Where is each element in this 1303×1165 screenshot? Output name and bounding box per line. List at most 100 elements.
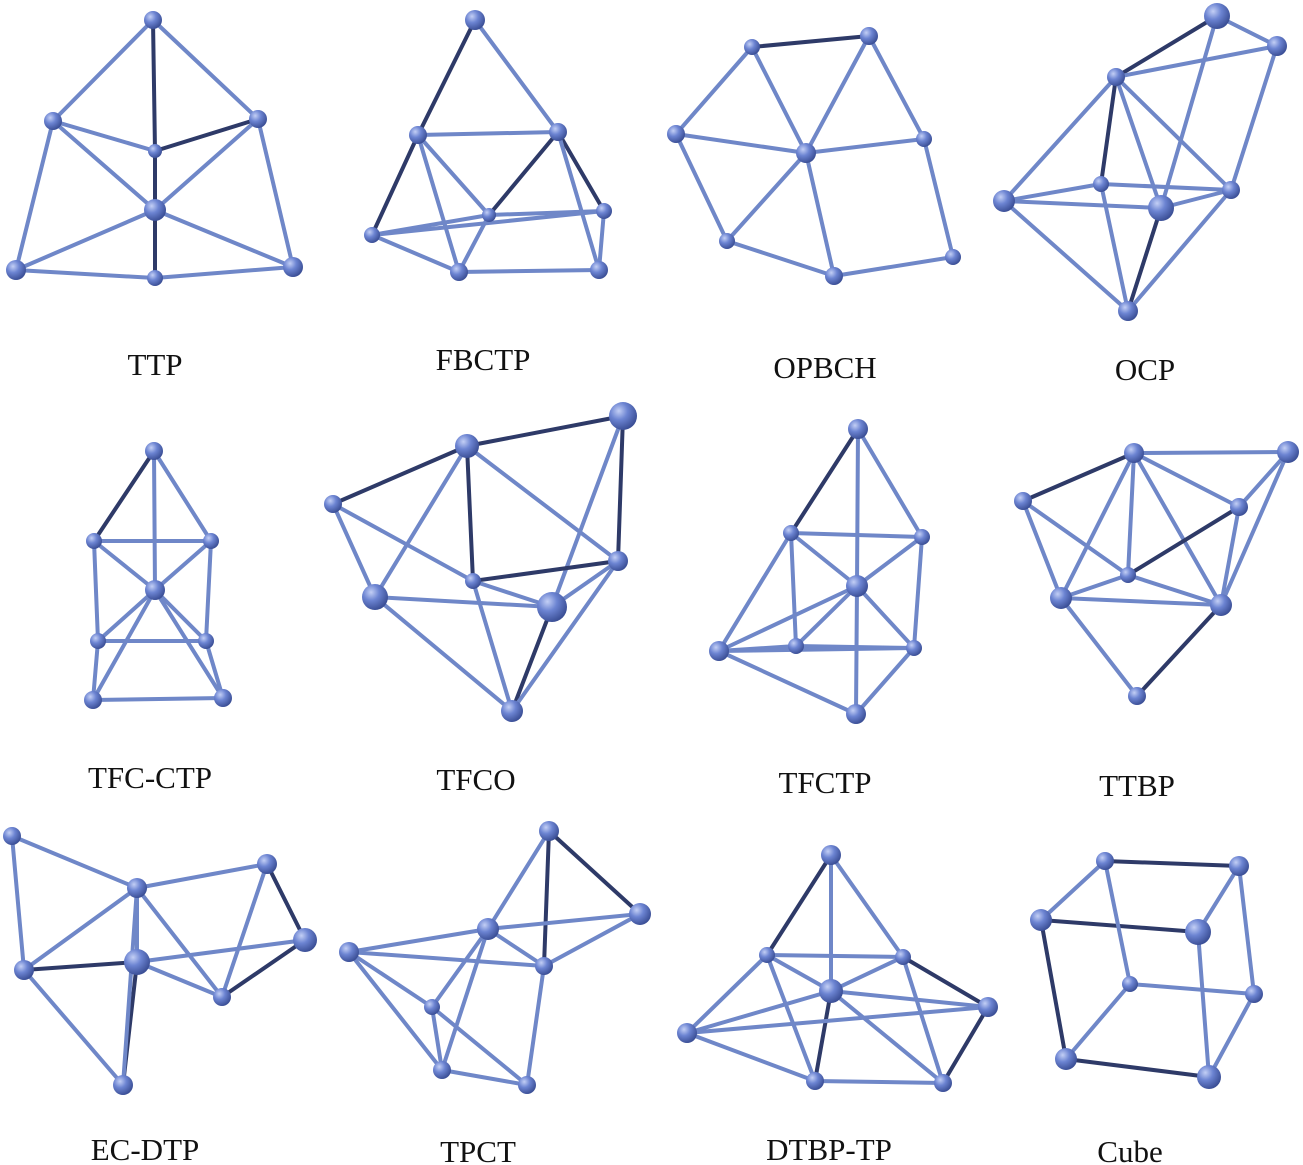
label-ttp: TTP bbox=[127, 347, 182, 382]
cube-edge-6 bbox=[1039, 918, 1068, 1061]
ocp-edge-1 bbox=[1114, 14, 1219, 79]
ocp-vertex-3 bbox=[993, 190, 1015, 212]
ttp-vertex-1 bbox=[44, 112, 62, 130]
label-tpct: TPCT bbox=[440, 1134, 516, 1165]
tfc-ctp-edge-1 bbox=[152, 449, 213, 543]
ttbp-vertex-6 bbox=[1210, 594, 1232, 616]
ocp-vertex-1 bbox=[1267, 36, 1287, 56]
tfco-edge-3 bbox=[331, 444, 469, 506]
tfco-vertex-0 bbox=[609, 402, 637, 430]
dtbp-tp-vertex-0 bbox=[821, 845, 841, 865]
polyhedron-cube: Cube bbox=[1030, 852, 1263, 1165]
ocp-vertex-4 bbox=[1093, 176, 1109, 192]
label-opbch: OPBCH bbox=[773, 350, 876, 385]
cube-edge-5 bbox=[1237, 864, 1256, 996]
ttbp-edge-6 bbox=[1237, 450, 1290, 509]
ttbp-vertex-0 bbox=[1124, 443, 1144, 463]
ttp-vertex-4 bbox=[144, 199, 166, 221]
ocp-edge-15 bbox=[1126, 188, 1233, 313]
tfctp-vertex-5 bbox=[788, 638, 804, 654]
fbctp-vertex-4 bbox=[596, 203, 612, 219]
ttbp-edge-0 bbox=[1132, 450, 1290, 455]
tfc-ctp-edge-6 bbox=[92, 539, 100, 643]
ec-dtp-edge-14 bbox=[121, 886, 139, 1087]
tpct-vertex-2 bbox=[477, 918, 499, 940]
tfc-ctp-vertex-4 bbox=[90, 633, 106, 649]
tfco-vertex-1 bbox=[455, 434, 479, 458]
dtbp-tp-edge-12 bbox=[829, 989, 945, 1085]
polyhedron-tfco: TFCO bbox=[324, 402, 637, 797]
tfc-ctp-vertex-1 bbox=[86, 533, 102, 549]
label-cube: Cube bbox=[1097, 1134, 1162, 1165]
tfctp-edge-10 bbox=[855, 584, 916, 650]
ec-dtp-edge-2 bbox=[135, 862, 269, 890]
ocp-edge-10 bbox=[1099, 182, 1233, 192]
tfco-edge-4 bbox=[465, 444, 620, 563]
ec-dtp-vertex-2 bbox=[257, 854, 277, 874]
polyhedron-fbctp: FBCTP bbox=[364, 10, 612, 377]
tfco-edge-7 bbox=[331, 502, 377, 599]
tfctp-vertex-7 bbox=[846, 704, 866, 724]
fbctp-vertex-2 bbox=[549, 123, 567, 141]
ttbp-vertex-7 bbox=[1128, 687, 1146, 705]
tfco-edge-16 bbox=[471, 579, 514, 713]
ec-dtp-edge-5 bbox=[135, 886, 224, 999]
tpct-edge-15 bbox=[542, 912, 642, 968]
ocp-edge-9 bbox=[1002, 182, 1103, 203]
tfc-ctp-edge-12 bbox=[204, 639, 225, 700]
ttbp-edge-13 bbox=[1126, 573, 1223, 607]
ocp-vertex-2 bbox=[1107, 68, 1125, 86]
ttp-edge-0 bbox=[51, 18, 155, 123]
ttp-edge-12 bbox=[153, 208, 295, 269]
tfc-ctp-vertex-0 bbox=[145, 442, 163, 460]
opbch-edge-2 bbox=[804, 34, 871, 155]
ttbp-edge-16 bbox=[1135, 603, 1223, 698]
tfctp-vertex-1 bbox=[783, 525, 799, 541]
tfco-vertex-2 bbox=[324, 495, 342, 513]
dtbp-tp-edge-0 bbox=[765, 853, 833, 957]
ttbp-edge-4 bbox=[1059, 451, 1136, 600]
fbctp-edge-12 bbox=[556, 130, 601, 272]
fbctp-vertex-7 bbox=[590, 261, 608, 279]
ocp-edge-13 bbox=[1002, 199, 1130, 313]
ttbp-edge-12 bbox=[1059, 573, 1130, 600]
ocp-vertex-5 bbox=[1222, 181, 1240, 199]
fbctp-edge-6 bbox=[556, 130, 606, 213]
tfc-ctp-edge-9 bbox=[153, 588, 208, 643]
cube-vertex-5 bbox=[1245, 985, 1263, 1003]
opbch-vertex-6 bbox=[825, 267, 843, 285]
tpct-edge-0 bbox=[547, 829, 642, 916]
label-ocp: OCP bbox=[1115, 352, 1175, 387]
ttp-vertex-2 bbox=[249, 110, 267, 128]
ttp-edge-6 bbox=[153, 117, 260, 212]
cube-edge-9 bbox=[1064, 982, 1132, 1061]
opbch-vertex-2 bbox=[667, 125, 685, 143]
ec-dtp-vertex-1 bbox=[127, 878, 147, 898]
ttbp-vertex-3 bbox=[1230, 498, 1248, 516]
tfctp-vertex-6 bbox=[906, 640, 922, 656]
fbctp-vertex-3 bbox=[482, 208, 496, 222]
dtbp-tp-edge-17 bbox=[685, 1005, 990, 1035]
dtbp-tp-vertex-5 bbox=[978, 997, 998, 1017]
dtbp-tp-vertex-4 bbox=[677, 1023, 697, 1043]
fbctp-edge-9 bbox=[370, 233, 461, 274]
ttp-edge-10 bbox=[14, 208, 157, 272]
dtbp-tp-edge-14 bbox=[813, 1079, 945, 1085]
fbctp-edge-3 bbox=[416, 133, 491, 217]
cube-vertex-3 bbox=[1185, 919, 1211, 945]
ttbp-edge-9 bbox=[1021, 499, 1130, 577]
opbch-edge-3 bbox=[750, 45, 808, 155]
tpct-vertex-5 bbox=[424, 999, 440, 1015]
cube-edge-4 bbox=[1103, 859, 1132, 986]
ttp-edge-13 bbox=[14, 268, 157, 280]
ttp-edge-3 bbox=[51, 119, 157, 153]
fbctp-vertex-0 bbox=[465, 10, 485, 30]
tfctp-edge-2 bbox=[855, 427, 860, 588]
ttbp-vertex-1 bbox=[1277, 441, 1299, 463]
tfco-edge-10 bbox=[373, 595, 554, 609]
ttbp-vertex-5 bbox=[1050, 587, 1072, 609]
opbch-vertex-7 bbox=[945, 249, 961, 265]
polyhedron-ocp: OCP bbox=[993, 3, 1287, 387]
ec-dtp-vertex-7 bbox=[113, 1075, 133, 1095]
